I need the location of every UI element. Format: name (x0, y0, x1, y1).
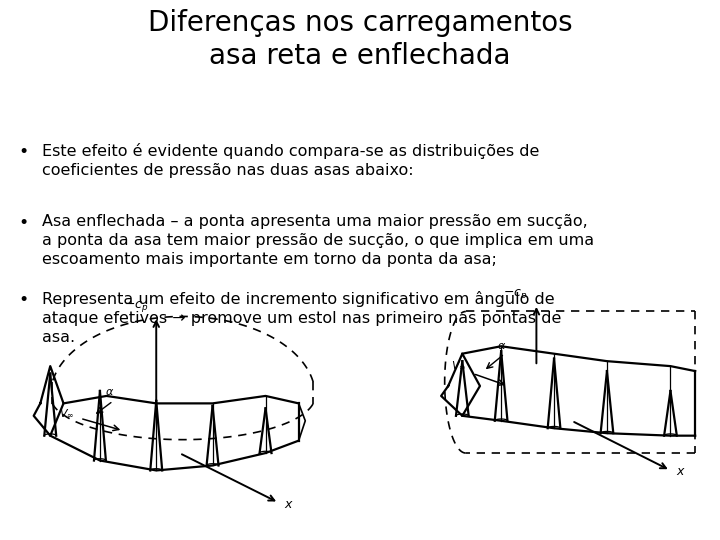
Text: $-c_p$: $-c_p$ (124, 299, 148, 314)
Text: $V_\infty$: $V_\infty$ (451, 360, 467, 372)
Text: •: • (18, 291, 28, 309)
Text: $-c_p$: $-c_p$ (503, 287, 528, 301)
Text: Asa enflechada – a ponta apresenta uma maior pressão em sucção,
a ponta da asa t: Asa enflechada – a ponta apresenta uma m… (42, 214, 594, 267)
Text: $\alpha$: $\alpha$ (105, 387, 114, 397)
Text: $x$: $x$ (284, 498, 294, 511)
Text: Diferenças nos carregamentos
asa reta e enflechada: Diferenças nos carregamentos asa reta e … (148, 9, 572, 70)
Text: $V_\infty$: $V_\infty$ (59, 407, 74, 418)
Text: $\alpha$: $\alpha$ (497, 341, 505, 351)
Text: •: • (18, 214, 28, 232)
Text: Este efeito é evidente quando compara-se as distribuições de
coeficientes de pre: Este efeito é evidente quando compara-se… (42, 143, 539, 178)
Text: $x$: $x$ (676, 465, 686, 478)
Text: •: • (18, 143, 28, 160)
Text: Representa um efeito de incremento significativo em ângulo de
ataque efetivos → : Representa um efeito de incremento signi… (42, 291, 561, 346)
